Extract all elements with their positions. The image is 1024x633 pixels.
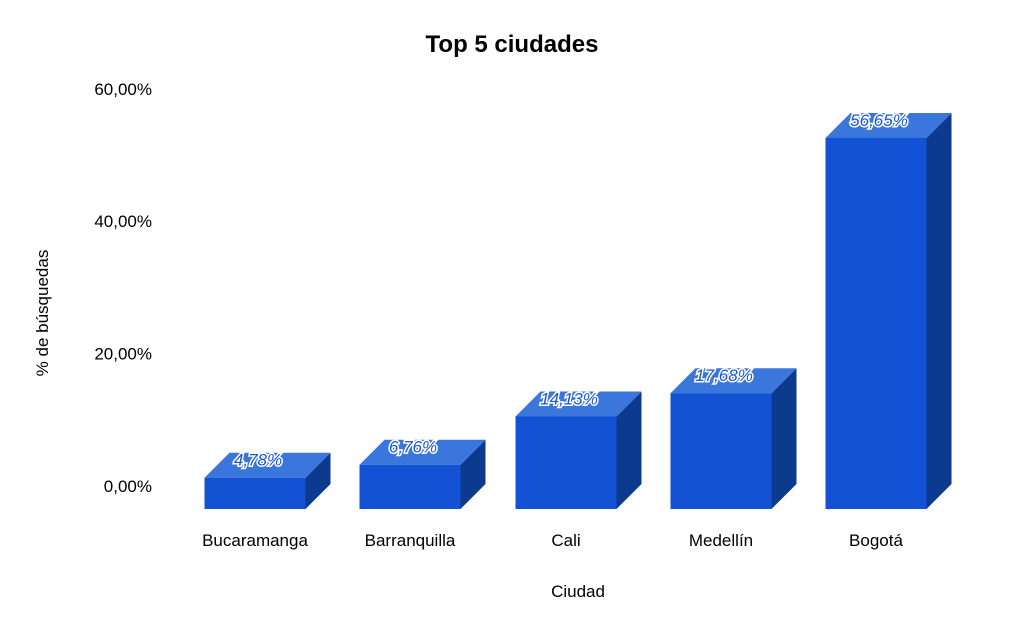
bar: 56,65% xyxy=(825,109,952,509)
bar-top-face xyxy=(670,368,797,394)
y-tick-label: 40,00% xyxy=(94,212,152,231)
y-tick-label: 20,00% xyxy=(94,345,152,364)
x-axis-title: Ciudad xyxy=(551,582,605,601)
bar-top-face xyxy=(204,452,331,478)
y-tick-label: 0,00% xyxy=(104,477,152,496)
bar-top-face xyxy=(515,391,642,417)
y-tick-label: 60,00% xyxy=(94,80,152,99)
bar-top-face xyxy=(359,439,486,465)
bar-side-face xyxy=(771,368,797,509)
bar-side-face xyxy=(616,391,642,509)
bar: 4,78% xyxy=(204,449,331,509)
bar: 17,68% xyxy=(670,365,797,509)
x-tick-label: Barranquilla xyxy=(365,531,456,550)
data-label: 4,78% xyxy=(234,451,282,470)
y-axis-ticks: 0,00% 20,00% 40,00% 60,00% xyxy=(94,80,152,496)
data-label: 14,13% xyxy=(540,389,598,408)
bar-top-face xyxy=(825,112,952,138)
bar-front-face xyxy=(825,137,927,509)
bars: 4,78% 6,76% 14,13% 17,68% 56,65% xyxy=(204,109,952,509)
data-label: 56,65% xyxy=(850,111,908,130)
data-label: 6,76% xyxy=(389,438,437,457)
bar-side-face xyxy=(305,452,331,509)
x-tick-label: Cali xyxy=(551,531,580,550)
bar-side-face xyxy=(926,112,952,509)
y-axis-title: % de búsquedas xyxy=(33,250,52,377)
data-label: 17,68% xyxy=(695,366,753,385)
bar: 6,76% xyxy=(359,436,486,509)
bar-side-face xyxy=(460,439,486,509)
bar-front-face xyxy=(359,464,461,509)
chart-title: Top 5 ciudades xyxy=(425,31,599,58)
bar-front-face xyxy=(670,393,772,509)
bar: 14,13% xyxy=(515,388,642,509)
bar-front-face xyxy=(204,477,306,509)
x-tick-label: Bogotá xyxy=(849,531,903,550)
bar-front-face xyxy=(515,416,617,509)
x-tick-label: Bucaramanga xyxy=(202,531,308,550)
x-tick-label: Medellín xyxy=(689,531,753,550)
x-axis-labels: Bucaramanga Barranquilla Cali Medellín Bogot… xyxy=(202,531,903,550)
